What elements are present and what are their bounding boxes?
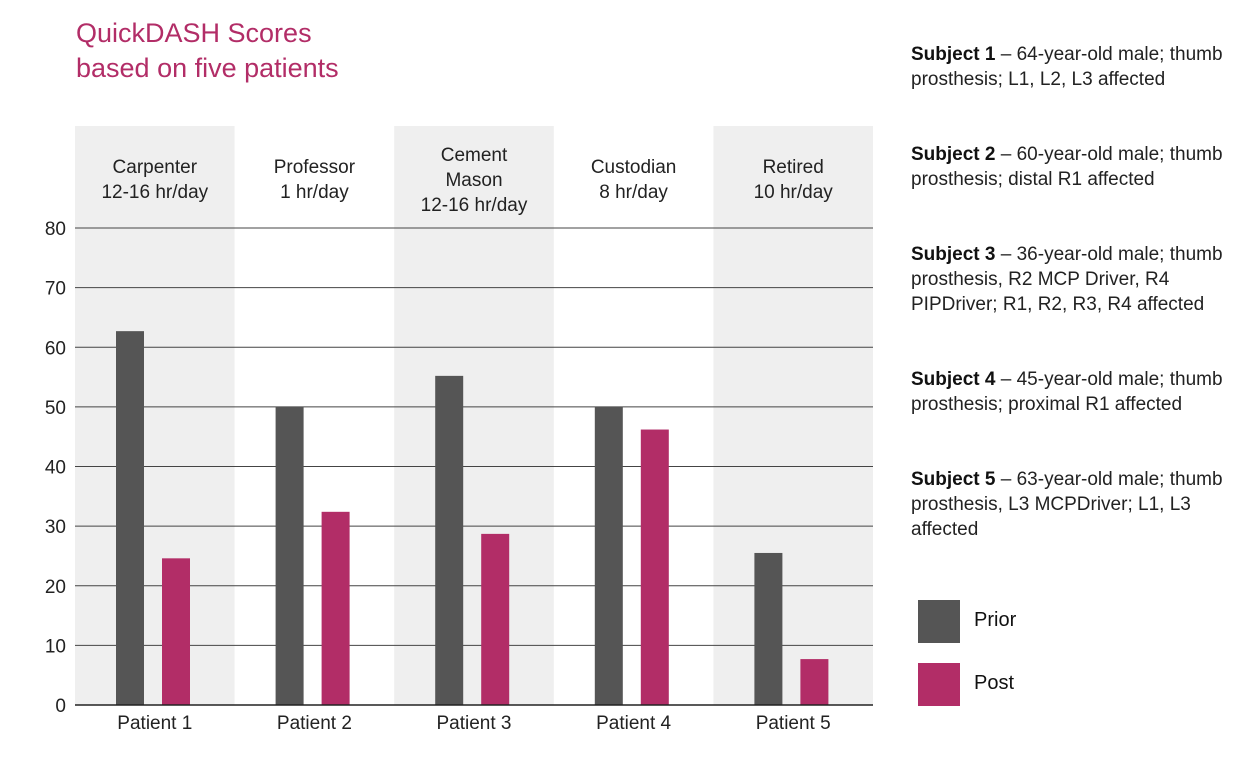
y-tick-label-20: 20 xyxy=(45,577,66,598)
subject-label-1: Subject 1 xyxy=(911,44,996,65)
occupation-label-3-line-1: Cement xyxy=(441,145,508,166)
bar-chart: 0 10 20 30 40 50 60 70 80 Patient 1 Patient 2 Patie… xyxy=(45,126,873,734)
subject-label-4: Subject 4 xyxy=(911,369,996,390)
occupation-label-1-line-1: Carpenter xyxy=(113,157,198,178)
bar-prior-4 xyxy=(594,406,623,705)
occupation-label-5-line-2: 10 hr/day xyxy=(754,182,834,203)
chart-title-line-2: based on five patients xyxy=(76,53,339,83)
y-tick-label-60: 60 xyxy=(45,338,66,359)
bar-post-3 xyxy=(481,533,510,705)
subject-text-2: – 60-year-old male; thumb prosthesis; di… xyxy=(911,144,1223,190)
legend-item-post: Post xyxy=(918,663,1078,707)
subject-label-5: Subject 5 xyxy=(911,469,996,490)
x-tick-label-4: Patient 4 xyxy=(596,713,671,734)
subject-note-3: Subject 3 – 36-year-old male; thumb pros… xyxy=(911,242,1231,317)
occupation-label-2-line-2: 1 hr/day xyxy=(280,182,349,203)
chart-title: QuickDASH Scores based on five patients xyxy=(76,16,339,86)
x-tick-label-2: Patient 2 xyxy=(277,713,352,734)
bar-post-5 xyxy=(800,659,829,705)
occupation-label-5-line-1: Retired xyxy=(763,157,824,178)
subject-note-4: Subject 4 – 45-year-old male; thumb pros… xyxy=(911,367,1231,417)
x-tick-label-5: Patient 5 xyxy=(756,713,831,734)
bar-prior-3 xyxy=(435,375,464,705)
bar-prior-5 xyxy=(754,552,783,705)
y-tick-label-80: 80 xyxy=(45,219,66,240)
occupation-label-1-line-2: 12-16 hr/day xyxy=(101,182,208,203)
legend-label-post: Post xyxy=(974,672,1015,694)
bar-prior-1 xyxy=(116,331,144,705)
y-tick-label-50: 50 xyxy=(45,398,66,419)
subject-text-5: – 63-year-old male; thumb prosthesis, L3… xyxy=(911,469,1223,540)
subject-text-4: – 45-year-old male; thumb prosthesis; pr… xyxy=(911,369,1223,415)
chart-title-line-1: QuickDASH Scores xyxy=(76,18,312,48)
x-tick-label-3: Patient 3 xyxy=(437,713,512,734)
y-tick-label-30: 30 xyxy=(45,517,66,538)
y-tick-label-0: 0 xyxy=(55,696,66,717)
subject-note-2: Subject 2 – 60-year-old male; thumb pros… xyxy=(911,142,1231,192)
y-tick-label-70: 70 xyxy=(45,279,66,300)
bar-post-1 xyxy=(162,558,190,705)
subject-label-2: Subject 2 xyxy=(911,144,996,165)
occupation-label-4-line-2: 8 hr/day xyxy=(599,182,668,203)
subject-note-1: Subject 1 – 64-year-old male; thumb pros… xyxy=(911,42,1231,92)
legend-swatch-post xyxy=(918,663,960,706)
category-band-5 xyxy=(713,126,873,705)
occupation-label-4-line-1: Custodian xyxy=(591,157,677,178)
subject-text-1: – 64-year-old male; thumb prosthesis; L1… xyxy=(911,44,1223,90)
y-tick-label-40: 40 xyxy=(45,458,66,479)
category-band-1 xyxy=(75,126,235,705)
bar-prior-2 xyxy=(275,406,304,705)
bar-post-4 xyxy=(640,429,669,705)
legend-item-prior: Prior xyxy=(918,600,1078,644)
category-band-3 xyxy=(394,126,554,705)
subject-label-3: Subject 3 xyxy=(911,244,996,265)
subject-note-5: Subject 5 – 63-year-old male; thumb pros… xyxy=(911,467,1231,542)
occupation-label-2-line-1: Professor xyxy=(274,157,356,178)
subject-text-3: – 36-year-old male; thumb prosthesis, R2… xyxy=(911,244,1223,315)
legend-swatch-prior xyxy=(918,600,960,643)
legend-label-prior: Prior xyxy=(974,609,1017,631)
y-tick-label-10: 10 xyxy=(45,636,66,657)
occupation-label-3-line-2: Mason xyxy=(445,170,502,191)
occupation-label-3-line-3: 12-16 hr/day xyxy=(421,195,528,216)
x-tick-label-1: Patient 1 xyxy=(117,713,192,734)
bar-post-2 xyxy=(321,511,350,705)
